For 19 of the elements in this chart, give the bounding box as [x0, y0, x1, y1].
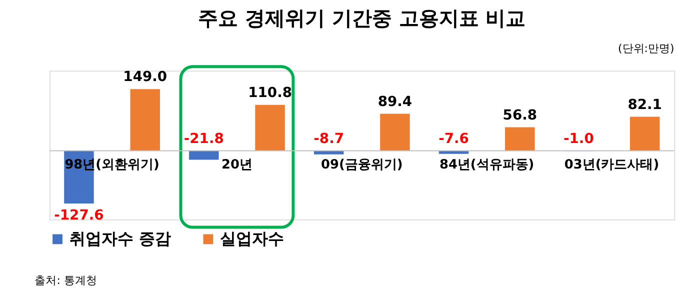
data-label: 56.8 [502, 107, 538, 124]
data-label: 149.0 [123, 69, 168, 86]
data-label: 110.8 [248, 84, 292, 101]
data-label: -7.6 [438, 130, 469, 147]
chart-title: 주요 경제위기 기간중 고용지표 비교 [198, 7, 526, 30]
legend-label: 취업자수 증감 [69, 229, 171, 248]
text: (단위:만명) [618, 42, 674, 55]
legend-label: 실업자수 [220, 229, 284, 248]
data-label: 89.4 [378, 94, 412, 110]
data-label: -8.7 [314, 130, 344, 147]
x-tick-label: 84년(석유파동) [439, 158, 534, 173]
data-label: -127.6 [54, 207, 104, 224]
data-label: -1.0 [564, 130, 594, 147]
x-tick-label: 20년 [222, 158, 252, 173]
x-tick-label: 09(금융위기) [321, 158, 403, 173]
data-label: 82.1 [628, 96, 662, 113]
x-tick-label: 03년(카드사태) [564, 158, 660, 173]
source-note: 출처: 통계청 [34, 274, 97, 287]
data-label: -21.8 [184, 130, 224, 147]
